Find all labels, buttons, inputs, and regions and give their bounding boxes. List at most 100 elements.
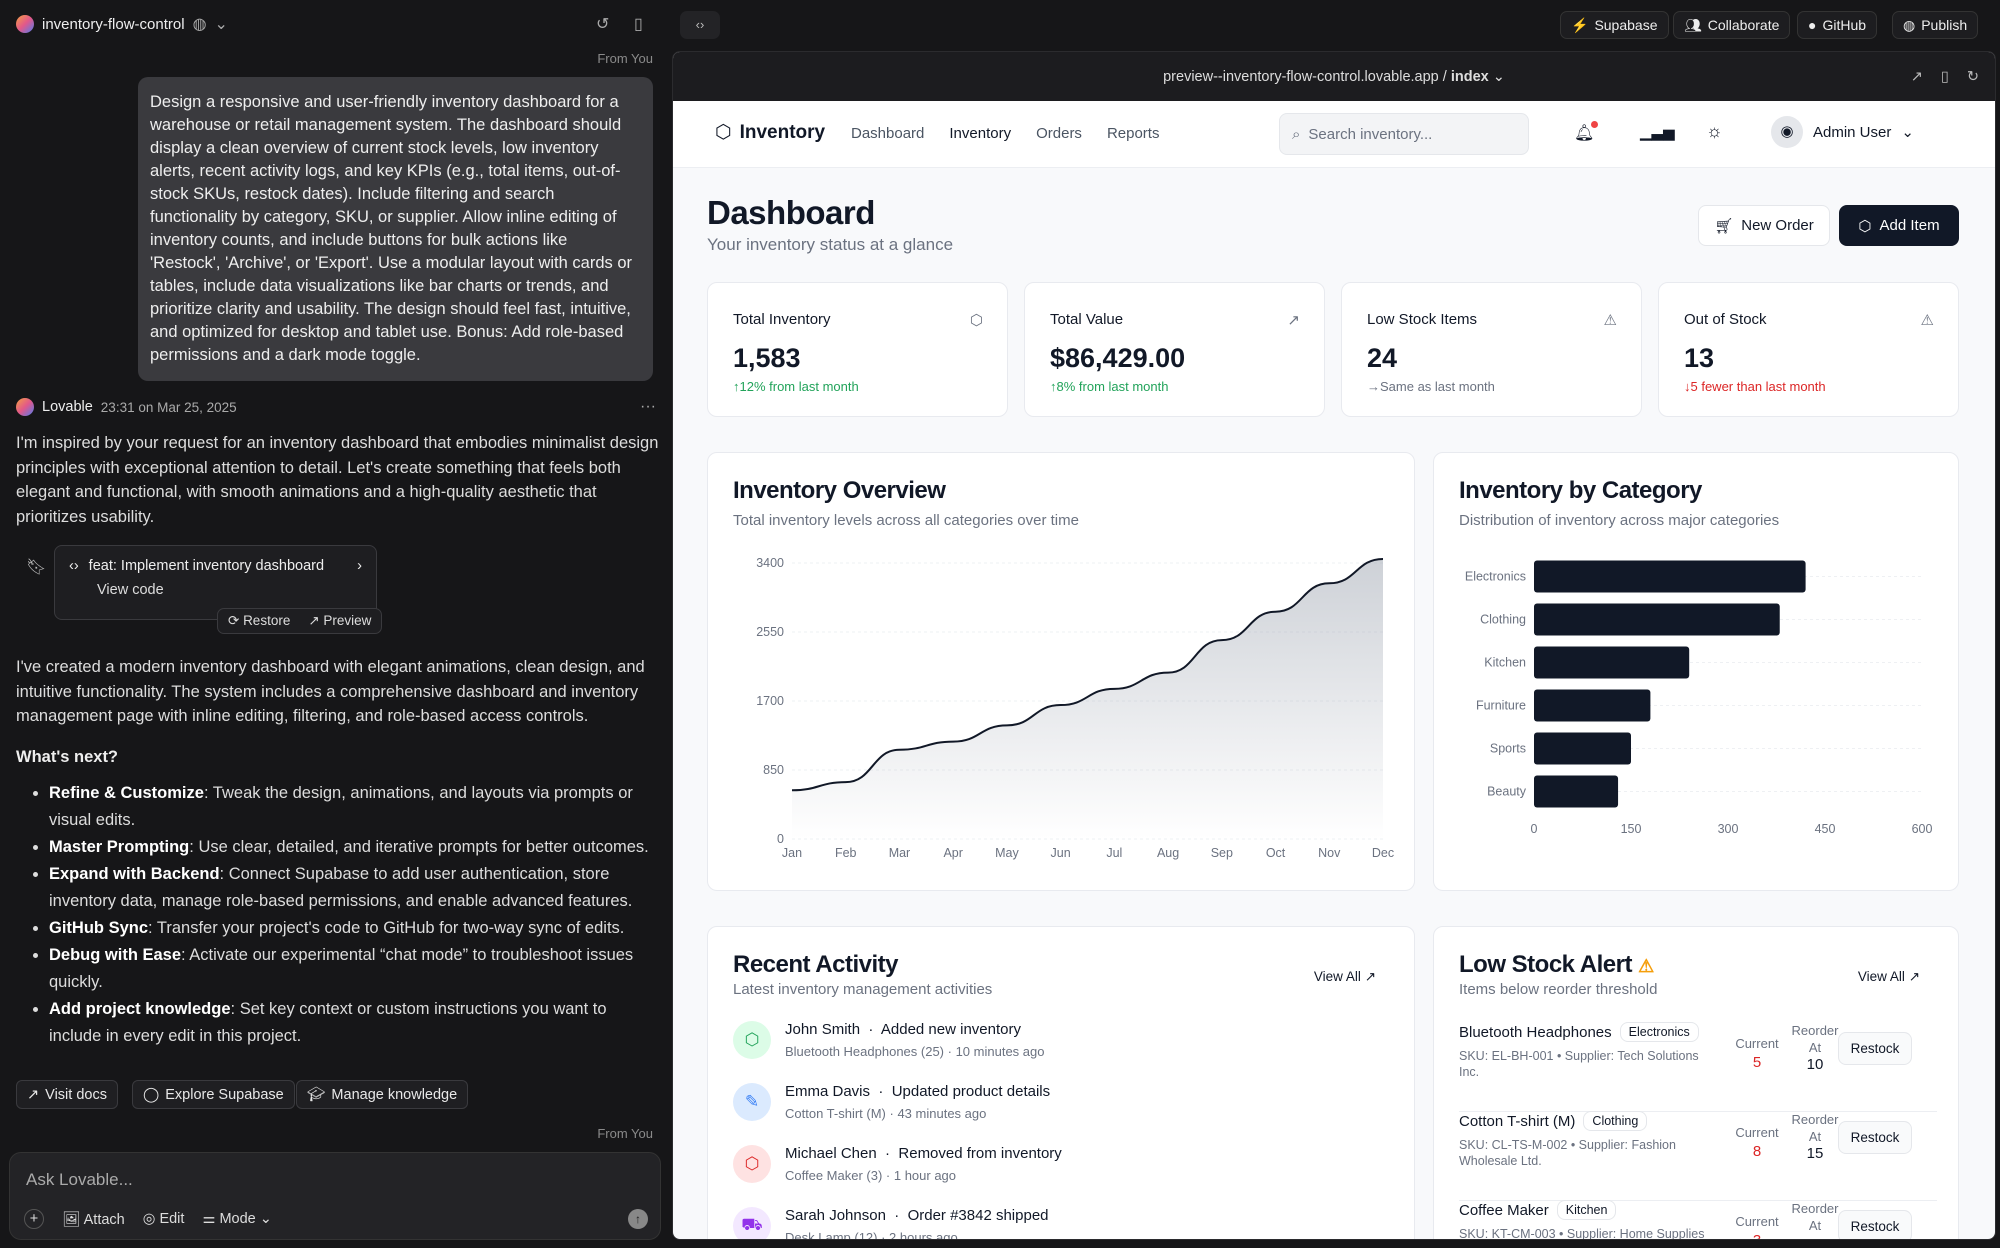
globe-icon: ◍ <box>1903 16 1916 33</box>
low-stock-title: Low Stock Alert <box>1459 951 1632 978</box>
view-all-link[interactable]: View All ↗ <box>1313 969 1376 984</box>
more-options-icon[interactable]: ··· <box>640 398 656 415</box>
visit-docs-label: Visit docs <box>45 1086 107 1103</box>
nav-reports[interactable]: Reports <box>1106 125 1160 142</box>
bullet-title: Expand with Backend <box>49 865 220 883</box>
add-item-button[interactable]: ⬡ Add Item <box>1839 205 1959 246</box>
category-badge: Kitchen <box>1556 1200 1617 1220</box>
history-icon[interactable]: ↺ <box>596 16 610 33</box>
y-tick-label: 0 <box>777 832 784 846</box>
kpi-label: Out of Stock <box>1684 311 1767 328</box>
kpi-card: Low Stock Items ⚠ 24 →Same as last month <box>1341 282 1642 417</box>
list-item: Master Prompting: Use clear, detailed, a… <box>49 834 656 861</box>
bar-chart-icon[interactable]: ▁▃▅ <box>1640 124 1675 141</box>
package-icon: ⬡ <box>715 122 732 143</box>
new-order-button[interactable]: 🛒︎ New Order <box>1698 205 1830 246</box>
x-tick-label: Nov <box>1318 846 1341 860</box>
sidebar-toggle-icon[interactable]: ▯ <box>634 16 643 33</box>
x-tick-label: Mar <box>889 846 911 860</box>
bullet-title: Add project knowledge <box>49 1000 231 1018</box>
open-external-icon[interactable]: ↗ <box>1910 68 1923 85</box>
card-title: Inventory Overview <box>733 477 946 504</box>
x-tick-label: Jan <box>782 846 802 860</box>
chat-input[interactable]: Ask Lovable... + 🖼︎ Attach ◎ Edit ⚌ Mode… <box>9 1152 661 1240</box>
brand-name[interactable]: Inventory <box>739 121 826 143</box>
view-all-link[interactable]: View All ↗ <box>1857 969 1920 984</box>
preview-url[interactable]: preview--inventory-flow-control.lovable.… <box>1163 68 1439 85</box>
project-menu[interactable]: inventory-flow-control ◍ ⌄ <box>16 14 228 34</box>
low-stock-item: Cotton T-shirt (M) Clothing SKU: CL-TS-M-… <box>1459 1111 1937 1201</box>
kpi-label: Total Inventory <box>733 311 831 328</box>
visit-docs-button[interactable]: ↗ Visit docs <box>16 1080 118 1109</box>
mobile-view-icon[interactable]: ▯ <box>1940 68 1949 85</box>
mode-label: Mode <box>219 1211 256 1227</box>
bullet-text: : Set key context or custom instructions… <box>49 1000 607 1045</box>
bookmark-icon[interactable]: 🔖︎ <box>26 559 47 576</box>
list-item: Add project knowledge: Set key context o… <box>49 996 656 1050</box>
list-item: Expand with Backend: Connect Supabase to… <box>49 861 656 915</box>
supabase-button[interactable]: ⚡ Supabase <box>1560 11 1669 39</box>
nav-inventory[interactable]: Inventory <box>949 125 1012 142</box>
card-title: Recent Activity <box>733 951 899 978</box>
edit-button[interactable]: ◎ Edit <box>142 1211 185 1227</box>
commit-card[interactable]: ‹› feat: Implement inventory dashboard › V… <box>54 545 377 620</box>
attach-button[interactable]: 🖼︎ Attach <box>62 1211 125 1228</box>
kpi-card: Out of Stock ⚠ 13 ↓5 fewer than last mon… <box>1658 282 1959 417</box>
nav-orders[interactable]: Orders <box>1036 125 1082 142</box>
activity-time: 43 minutes ago <box>897 1106 987 1121</box>
view-code-link[interactable]: View code <box>97 582 164 598</box>
user-name: Admin User <box>1813 123 1892 141</box>
restock-button[interactable]: Restock <box>1838 1121 1912 1154</box>
kpi-label: Total Value <box>1050 311 1124 328</box>
reorder-value: 10 <box>1806 1056 1824 1073</box>
mode-dropdown[interactable]: ⚌ Mode ⌄ <box>202 1211 272 1227</box>
x-tick-label: Aug <box>1157 846 1179 860</box>
activity-detail: Desk Lamp (12) <box>785 1230 878 1240</box>
x-tick-label: Feb <box>835 846 857 860</box>
item-sku: SKU: KT-CM-003 • Supplier: Home Supplies <box>1459 1227 1705 1240</box>
explore-supabase-button[interactable]: ◯ Explore Supabase <box>132 1080 295 1109</box>
project-name: inventory-flow-control <box>42 15 185 33</box>
page-selector[interactable]: index <box>1450 68 1489 85</box>
send-button[interactable]: ↑ <box>628 1209 648 1229</box>
manage-knowledge-button[interactable]: 🎓︎ Manage knowledge <box>296 1080 469 1109</box>
bullet-text: : Connect Supabase to add user authentic… <box>49 865 633 910</box>
lovable-logo-icon <box>16 15 34 33</box>
restore-button[interactable]: ⟳ Restore <box>228 613 291 628</box>
user-message: Design a responsive and user-friendly in… <box>138 77 653 381</box>
sun-icon[interactable]: ☼ <box>1706 121 1723 141</box>
restock-button[interactable]: Restock <box>1838 1032 1912 1065</box>
restock-label: Restock <box>1850 1130 1900 1145</box>
edit-icon: ✎ <box>733 1083 771 1121</box>
restock-button[interactable]: Restock <box>1838 1210 1912 1239</box>
restock-label: Restock <box>1850 1041 1900 1056</box>
cart-icon: 🛒︎ <box>1714 217 1734 235</box>
alert-triangle-icon: ⚠ <box>1920 312 1934 329</box>
page-subtitle: Your inventory status at a glance <box>707 235 954 254</box>
code-view-button[interactable]: ‹› <box>680 11 720 39</box>
alert-triangle-icon: ⚠ <box>1603 312 1617 329</box>
globe-icon: ◍ <box>192 16 207 33</box>
bullet-text: : Activate our experimental “chat mode” … <box>49 946 634 991</box>
activity-action: Removed from inventory <box>898 1145 1062 1162</box>
collaborate-button[interactable]: 👥︎ Collaborate <box>1673 11 1791 39</box>
nav-dashboard[interactable]: Dashboard <box>851 125 925 142</box>
activity-action: Updated product details <box>891 1083 1051 1100</box>
activity-action: Order #3842 shipped <box>907 1207 1049 1224</box>
category-label: Kitchen <box>1484 656 1526 670</box>
x-tick-label: Dec <box>1372 846 1394 860</box>
activity-item: ⬡ Michael Chen · Removed from inventory … <box>733 1145 1062 1183</box>
publish-button[interactable]: ◍ Publish <box>1892 11 1979 39</box>
bar <box>1534 560 1806 593</box>
collaborate-label: Collaborate <box>1707 17 1780 33</box>
github-button[interactable]: ● GitHub <box>1797 11 1878 39</box>
activity-time: 1 hour ago <box>893 1168 957 1183</box>
plus-icon[interactable]: + <box>24 1209 44 1229</box>
search-input[interactable]: ⌕ Search inventory... <box>1279 113 1529 155</box>
user-menu[interactable]: ◉ Admin User ⌄ <box>1771 116 1914 148</box>
bell-icon[interactable]: 🔔︎ <box>1574 121 1599 143</box>
bar <box>1534 689 1651 722</box>
preview-button[interactable]: ↗ Preview <box>308 613 372 628</box>
card-subtitle: Distribution of inventory across major c… <box>1459 512 1780 529</box>
refresh-icon[interactable]: ↻ <box>1966 68 1979 85</box>
